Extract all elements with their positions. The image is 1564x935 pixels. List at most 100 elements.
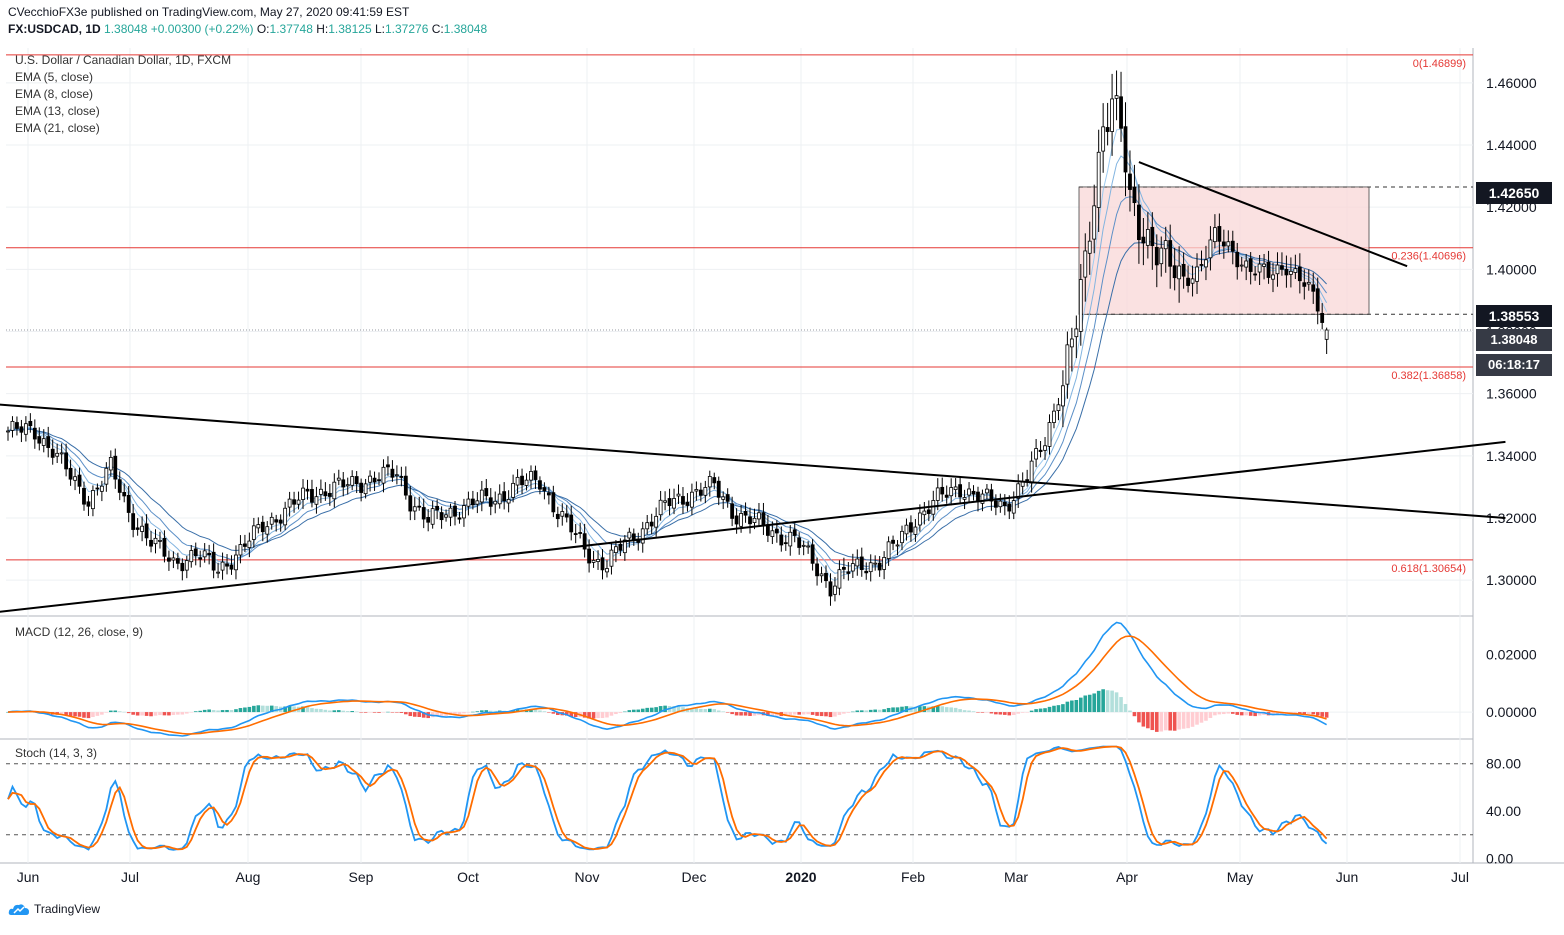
legend-ema-5[interactable]: EMA (5, close) xyxy=(15,70,94,84)
last-price: 1.38048 xyxy=(104,22,148,36)
macd-histogram-bar xyxy=(895,707,900,713)
x-tick-label: Apr xyxy=(1116,869,1138,885)
macd-histogram-bar xyxy=(922,706,927,713)
candle-body xyxy=(1195,266,1199,282)
macd-histogram-bar xyxy=(1190,712,1195,727)
macd-histogram-bar xyxy=(77,712,82,717)
macd-histogram-bar xyxy=(618,712,623,714)
candle-body xyxy=(953,486,958,490)
candle-body xyxy=(757,512,761,520)
candle-body xyxy=(77,474,82,487)
candle-body xyxy=(1315,288,1320,312)
macd-histogram-bar xyxy=(707,708,712,713)
candle-body xyxy=(806,545,811,548)
candle-body xyxy=(216,571,220,574)
macd-histogram-bar xyxy=(64,712,68,716)
candle-body xyxy=(126,494,131,513)
macd-histogram-bar xyxy=(1087,694,1092,713)
candle-body xyxy=(292,499,296,505)
candle-body xyxy=(453,505,457,517)
candle-body xyxy=(1217,226,1222,242)
tradingview-brand: TradingView xyxy=(34,902,101,916)
macd-histogram-bar xyxy=(837,712,842,715)
candle-body xyxy=(1145,228,1150,246)
macd-histogram-bar xyxy=(421,712,426,718)
candle-body xyxy=(73,476,77,481)
candle-body xyxy=(1204,259,1208,268)
candle-body xyxy=(1288,270,1293,275)
candle-body xyxy=(743,510,748,516)
candle-body xyxy=(1320,312,1325,323)
macd-histogram-bar xyxy=(386,711,390,713)
candle-body xyxy=(1213,227,1217,243)
candle-body xyxy=(368,475,372,483)
candle-body xyxy=(1123,126,1128,173)
macd-histogram-bar xyxy=(1003,712,1007,715)
candle-body xyxy=(55,452,60,457)
macd-y-tick-label: 0.02000 xyxy=(1486,646,1537,662)
macd-histogram-bar xyxy=(1324,712,1329,718)
macd-histogram-bar xyxy=(1052,705,1056,713)
macd-histogram-bar xyxy=(582,712,587,718)
macd-histogram-bar xyxy=(605,712,609,718)
candle-body xyxy=(542,487,547,492)
candle-body xyxy=(1244,260,1249,268)
macd-histogram-bar xyxy=(694,708,699,713)
legend-ema-13[interactable]: EMA (13, close) xyxy=(15,104,100,118)
macd-histogram-bar xyxy=(1163,712,1168,731)
candle-body xyxy=(354,476,359,485)
macd-histogram-bar xyxy=(149,712,153,717)
candle-body xyxy=(1069,338,1074,348)
y-tick-label: 1.36000 xyxy=(1486,386,1537,402)
macd-histogram-bar xyxy=(569,712,574,717)
candle-body xyxy=(645,522,650,530)
macd-histogram-bar xyxy=(1262,712,1266,716)
legend-ema-8[interactable]: EMA (8, close) xyxy=(15,87,94,101)
candle-body xyxy=(850,563,855,572)
candle-body xyxy=(1262,263,1266,267)
macd-histogram-bar xyxy=(1271,712,1275,716)
macd-histogram-bar xyxy=(1257,712,1262,716)
macd-histogram-bar xyxy=(117,711,122,713)
macd-histogram-bar xyxy=(632,709,636,713)
macd-histogram-bar xyxy=(681,707,685,713)
legend-ema-21[interactable]: EMA (21, close) xyxy=(15,121,100,135)
candle-body xyxy=(1047,422,1052,447)
candle-body xyxy=(730,503,735,519)
macd-histogram-bar xyxy=(1074,700,1079,713)
candle-body xyxy=(363,483,368,495)
candle-body xyxy=(327,492,332,497)
candle-body xyxy=(305,488,310,492)
macd-histogram-bar xyxy=(109,710,113,713)
ema-8-line xyxy=(7,155,1328,574)
tradingview-logo[interactable]: TradingView xyxy=(8,902,100,916)
candle-body xyxy=(895,544,900,547)
macd-histogram-bar xyxy=(82,712,86,718)
stoch-label[interactable]: Stoch (14, 3, 3) xyxy=(15,746,98,760)
macd-label[interactable]: MACD (12, 26, close, 9) xyxy=(15,625,144,639)
macd-histogram-bar xyxy=(229,710,234,713)
tradingview-cloud-icon xyxy=(8,904,29,915)
candle-body xyxy=(582,533,587,550)
y-tick-label: 1.30000 xyxy=(1486,572,1537,588)
macd-histogram-bar xyxy=(949,707,953,713)
candle-body xyxy=(265,526,270,535)
macd-histogram-bar xyxy=(725,712,730,713)
candle-body xyxy=(770,530,775,537)
macd-histogram-bar xyxy=(868,709,873,713)
x-tick-label: Feb xyxy=(901,869,925,885)
candle-body xyxy=(868,562,873,573)
candle-body xyxy=(341,479,346,488)
candle-body xyxy=(1150,226,1155,247)
candle-body xyxy=(698,489,703,496)
candle-body xyxy=(301,487,305,500)
candle-body xyxy=(882,557,887,570)
candle-body xyxy=(761,512,766,526)
candle-body xyxy=(609,549,614,567)
macd-histogram-bar xyxy=(198,710,203,713)
macd-histogram-bar xyxy=(886,707,891,713)
candle-body xyxy=(162,537,167,557)
macd-histogram-bar xyxy=(766,712,770,716)
macd-histogram-bar xyxy=(1222,712,1226,715)
